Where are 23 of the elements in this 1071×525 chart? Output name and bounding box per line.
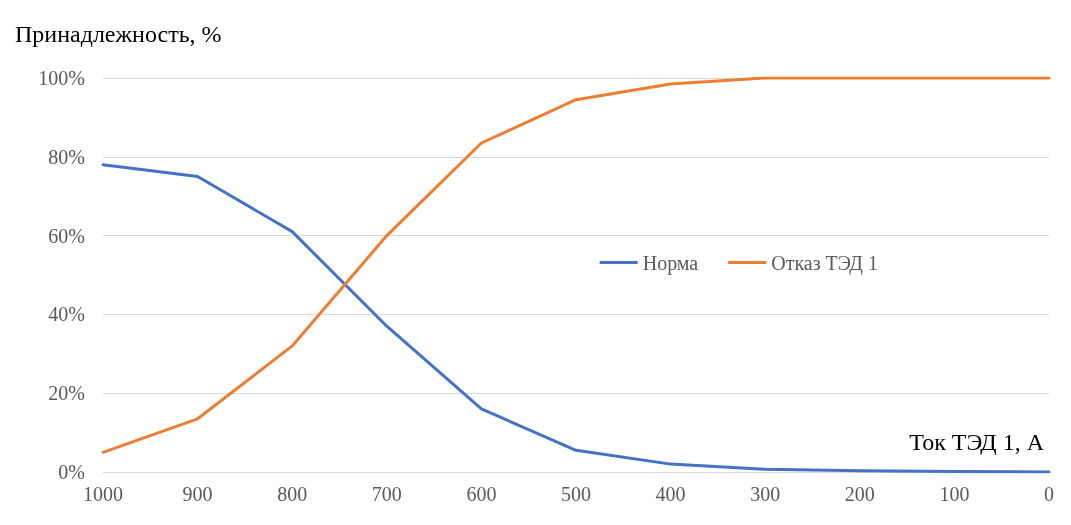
x-tick-label: 400 xyxy=(655,483,686,505)
line-series xyxy=(101,163,1051,474)
x-tick-label: 200 xyxy=(844,483,875,505)
legend-label: Норма xyxy=(642,251,699,275)
x-tick-label: 300 xyxy=(750,483,781,505)
x-tick-label: 100 xyxy=(939,483,970,505)
x-tick-label: 600 xyxy=(466,483,497,505)
x-tick-label: 900 xyxy=(182,483,213,505)
x-tick-label: 1000 xyxy=(83,483,123,505)
y-tick-label: 100% xyxy=(38,67,85,89)
y-tick-label: 60% xyxy=(48,224,85,247)
y-tick-label: 40% xyxy=(48,303,85,326)
x-tick-label: 0 xyxy=(1044,483,1054,505)
x-tick-label: 700 xyxy=(371,483,402,505)
x-axis-title: Ток ТЭД 1, А xyxy=(909,429,1045,455)
y-axis-title: Принадлежность, % xyxy=(15,21,222,47)
legend-label: Отказ ТЭД 1 xyxy=(771,251,879,275)
y-tick-label: 20% xyxy=(48,382,85,405)
x-tick-label: 500 xyxy=(561,483,591,505)
y-tick-label: 80% xyxy=(48,145,85,168)
line-series xyxy=(101,76,1051,454)
y-tick-label: 0% xyxy=(58,461,85,483)
x-tick-label: 800 xyxy=(277,483,308,505)
